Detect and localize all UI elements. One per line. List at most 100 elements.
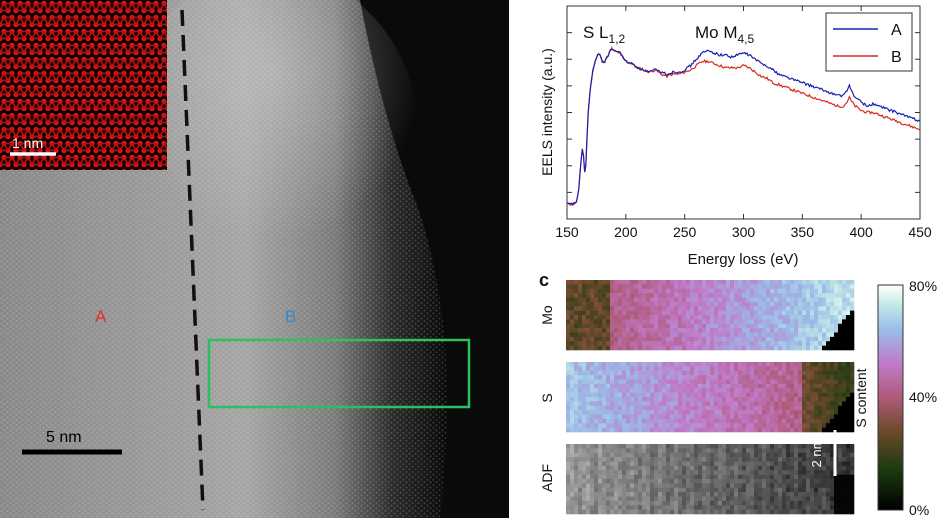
s-map-pixel [650, 362, 655, 367]
mo-map-pixel [610, 315, 615, 320]
mo-map-pixel [670, 280, 675, 285]
s-map-pixel [690, 423, 695, 428]
adf-map-pixel [654, 448, 659, 454]
adf-map-pixel [618, 483, 623, 489]
mo-map-pixel [594, 332, 599, 338]
s-map-pixel [822, 379, 827, 385]
adf-map-pixel [570, 496, 575, 502]
s-map-pixel [750, 418, 755, 424]
s-map-pixel [698, 401, 703, 407]
adf-map-pixel [762, 496, 767, 502]
mo-map-pixel [570, 323, 575, 329]
adf-map-pixel [682, 461, 687, 467]
adf-map-pixel [582, 461, 587, 467]
s-map-pixel [762, 414, 767, 420]
s-map-pixel [718, 388, 723, 393]
adf-map-pixel [738, 487, 743, 493]
adf-map-pixel [846, 465, 851, 471]
s-map-pixel [594, 383, 599, 389]
s-map-pixel [838, 405, 843, 411]
adf-map-pixel [566, 470, 571, 475]
s-map-pixel [758, 392, 763, 398]
adf-map-pixel [798, 444, 803, 449]
s-map-pixel [634, 366, 639, 372]
mo-map-pixel [718, 336, 723, 342]
s-map-pixel [718, 414, 723, 420]
adf-map-pixel [734, 496, 739, 502]
s-map-pixel [646, 362, 651, 367]
mo-map-pixel [798, 293, 803, 298]
s-map-pixel [842, 388, 847, 393]
adf-map-pixel [834, 500, 839, 506]
mo-map-pixel [606, 306, 611, 311]
adf-map-pixel [746, 474, 751, 480]
s-map-pixel [614, 362, 619, 367]
s-map-pixel [698, 405, 703, 411]
mo-map-pixel [766, 328, 771, 333]
adf-map-pixel [578, 452, 583, 458]
s-map-pixel [806, 418, 811, 424]
s-map-pixel [806, 423, 811, 428]
s-map-pixel [690, 427, 695, 433]
mo-map-pixel [630, 284, 635, 290]
s-map-pixel [786, 366, 791, 372]
s-map-pixel [670, 375, 675, 380]
mo-map-pixel [690, 315, 695, 320]
s-map-pixel [642, 383, 647, 389]
adf-map-pixel [670, 470, 675, 475]
s-map-pixel [602, 362, 607, 367]
s-map-pixel [594, 370, 599, 376]
s-map-pixel [638, 405, 643, 411]
mo-map-pixel [846, 306, 851, 311]
adf-map-pixel [662, 470, 667, 475]
mo-map-pixel [618, 280, 623, 285]
s-map-pixel [694, 427, 699, 433]
mo-map-pixel [566, 345, 571, 351]
adf-map-pixel [794, 492, 799, 497]
adf-map-pixel [678, 470, 683, 475]
mo-map-pixel [622, 310, 627, 316]
mo-map-pixel [778, 310, 783, 316]
adf-map-pixel [826, 496, 831, 502]
adf-map-pixel [846, 505, 851, 510]
s-map-pixel [570, 405, 575, 411]
mo-map-pixel [586, 315, 591, 320]
mo-map-pixel [658, 336, 663, 342]
adf-map-pixel [758, 452, 763, 458]
s-map-pixel [730, 388, 735, 393]
mo-map-pixel [626, 310, 631, 316]
adf-map-pixel [638, 487, 643, 493]
adf-map-pixel [694, 496, 699, 502]
mo-map-pixel [766, 345, 771, 351]
mo-map-pixel [782, 280, 787, 285]
mo-map-pixel [830, 297, 835, 303]
mo-map-pixel [834, 301, 839, 307]
s-map-pixel [738, 366, 743, 372]
mo-map-pixel [642, 319, 647, 325]
mo-map-pixel [778, 284, 783, 290]
mo-map-pixel [614, 332, 619, 338]
s-map-pixel [746, 423, 751, 428]
mo-map-pixel [694, 284, 699, 290]
adf-map-pixel [566, 465, 571, 471]
adf-map-pixel [810, 505, 815, 510]
s-map-pixel [822, 410, 827, 415]
s-map-pixel [690, 388, 695, 393]
mo-map-pixel [634, 306, 639, 311]
s-map-pixel [794, 388, 799, 393]
adf-map-pixel [674, 444, 679, 449]
adf-map-pixel [714, 487, 719, 493]
mo-map-pixel [594, 336, 599, 342]
mo-map-pixel [666, 341, 671, 346]
mo-map-pixel [750, 319, 755, 325]
adf-map-pixel [702, 448, 707, 454]
adf-map-pixel [774, 496, 779, 502]
s-map-pixel [650, 392, 655, 398]
s-map-pixel [690, 362, 695, 367]
adf-map-pixel [786, 474, 791, 480]
adf-map-pixel [662, 474, 667, 480]
s-map-pixel [762, 366, 767, 372]
adf-map-pixel [698, 487, 703, 493]
adf-map-pixel [602, 457, 607, 462]
s-map-pixel [574, 397, 579, 402]
